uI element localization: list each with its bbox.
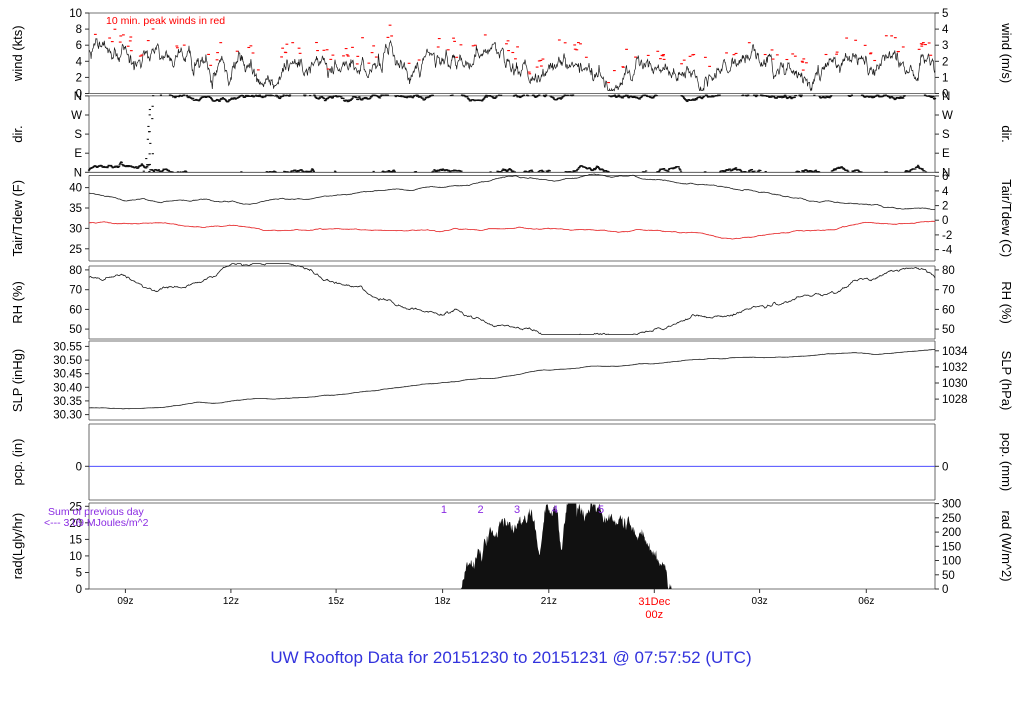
svg-text:UW Rooftop Data for 20151230: UW Rooftop Data for 20151230 to 20151231… <box>270 648 751 667</box>
svg-text:30.40: 30.40 <box>53 382 82 394</box>
svg-text:0: 0 <box>942 584 948 596</box>
svg-text:4: 4 <box>942 24 949 36</box>
svg-text:35: 35 <box>69 203 82 215</box>
svg-text:N: N <box>74 91 82 103</box>
svg-text:30: 30 <box>69 223 82 235</box>
svg-text:2: 2 <box>76 72 82 84</box>
svg-text:80: 80 <box>69 265 82 277</box>
svg-text:06z: 06z <box>858 596 874 607</box>
svg-text:8: 8 <box>76 24 82 36</box>
svg-text:15: 15 <box>69 534 82 546</box>
svg-text:1028: 1028 <box>942 394 968 406</box>
svg-text:-2: -2 <box>942 230 952 242</box>
svg-text:3: 3 <box>514 504 520 516</box>
svg-text:50: 50 <box>942 570 955 582</box>
svg-text:rad(Lgly/hr): rad(Lgly/hr) <box>10 513 25 579</box>
svg-text:80: 80 <box>942 265 955 277</box>
svg-text:2: 2 <box>942 56 948 68</box>
svg-text:10: 10 <box>69 8 82 20</box>
svg-text:N: N <box>942 91 950 103</box>
svg-text:00z: 00z <box>645 609 663 621</box>
svg-text:3: 3 <box>942 40 948 52</box>
svg-text:70: 70 <box>942 285 955 297</box>
svg-text:S: S <box>942 129 950 141</box>
svg-text:wind (kts): wind (kts) <box>10 25 25 82</box>
svg-text:0: 0 <box>76 461 82 473</box>
svg-text:1034: 1034 <box>942 346 968 358</box>
svg-text:W: W <box>942 110 953 122</box>
svg-text:09z: 09z <box>117 596 133 607</box>
svg-text:50: 50 <box>942 324 955 336</box>
svg-text:70: 70 <box>69 285 82 297</box>
svg-text:1032: 1032 <box>942 362 968 374</box>
svg-text:100: 100 <box>942 556 961 568</box>
svg-text:5: 5 <box>598 504 604 516</box>
svg-text:2: 2 <box>942 201 948 213</box>
svg-text:E: E <box>74 148 82 160</box>
svg-text:Tair/Tdew (F): Tair/Tdew (F) <box>10 180 25 257</box>
svg-text:30.50: 30.50 <box>53 355 82 367</box>
svg-text:60: 60 <box>942 304 955 316</box>
svg-text:25: 25 <box>69 244 82 256</box>
svg-text:0: 0 <box>76 584 82 596</box>
svg-text:1030: 1030 <box>942 378 968 390</box>
svg-text:250: 250 <box>942 513 961 525</box>
svg-text:2: 2 <box>477 504 483 516</box>
svg-text:SLP (hPa): SLP (hPa) <box>999 351 1014 411</box>
svg-text:30.30: 30.30 <box>53 410 82 422</box>
svg-text:150: 150 <box>942 541 961 553</box>
svg-text:10: 10 <box>69 551 82 563</box>
svg-text:6: 6 <box>76 40 82 52</box>
svg-text:200: 200 <box>942 527 961 539</box>
svg-text:0: 0 <box>942 215 948 227</box>
svg-text:5: 5 <box>942 8 948 20</box>
svg-text:4: 4 <box>552 504 558 516</box>
svg-text:300: 300 <box>942 499 961 511</box>
svg-text:RH (%): RH (%) <box>999 281 1014 324</box>
svg-text:pcp. (in): pcp. (in) <box>10 439 25 486</box>
svg-text:dir.: dir. <box>10 125 25 142</box>
svg-text:5: 5 <box>76 567 82 579</box>
svg-text:rad (W/m^2): rad (W/m^2) <box>999 510 1014 581</box>
svg-text:10 min. peak winds in red: 10 min. peak winds in red <box>106 15 225 27</box>
svg-text:-4: -4 <box>942 245 953 257</box>
svg-text:W: W <box>71 110 82 122</box>
svg-text:6: 6 <box>942 171 948 183</box>
svg-text:30.45: 30.45 <box>53 369 82 381</box>
svg-text:31Dec: 31Dec <box>638 596 670 608</box>
svg-text:50: 50 <box>69 324 82 336</box>
svg-text:4: 4 <box>76 56 83 68</box>
svg-text:E: E <box>942 148 950 160</box>
svg-text:15z: 15z <box>328 596 344 607</box>
svg-text:18z: 18z <box>435 596 451 607</box>
svg-text:21z: 21z <box>541 596 557 607</box>
svg-text:N: N <box>74 167 82 179</box>
svg-text:wind (m/s): wind (m/s) <box>999 22 1014 83</box>
svg-text:RH (%): RH (%) <box>10 281 25 324</box>
svg-text:60: 60 <box>69 304 82 316</box>
svg-text:dir.: dir. <box>999 125 1014 142</box>
svg-text:SLP (inHg): SLP (inHg) <box>10 349 25 412</box>
svg-text:<--- 3.09 MJoules/m^2: <--- 3.09 MJoules/m^2 <box>44 517 149 529</box>
svg-text:Tair/Tdew (C): Tair/Tdew (C) <box>999 179 1014 257</box>
svg-text:1: 1 <box>441 504 447 516</box>
svg-text:pcp. (mm): pcp. (mm) <box>999 433 1014 492</box>
svg-text:03z: 03z <box>752 596 768 607</box>
svg-text:S: S <box>74 129 82 141</box>
svg-text:0: 0 <box>942 461 948 473</box>
svg-text:1: 1 <box>942 72 948 84</box>
svg-text:30.35: 30.35 <box>53 396 82 408</box>
svg-text:30.55: 30.55 <box>53 341 82 353</box>
svg-text:12z: 12z <box>223 596 239 607</box>
svg-text:4: 4 <box>942 186 949 198</box>
svg-text:40: 40 <box>69 183 82 195</box>
